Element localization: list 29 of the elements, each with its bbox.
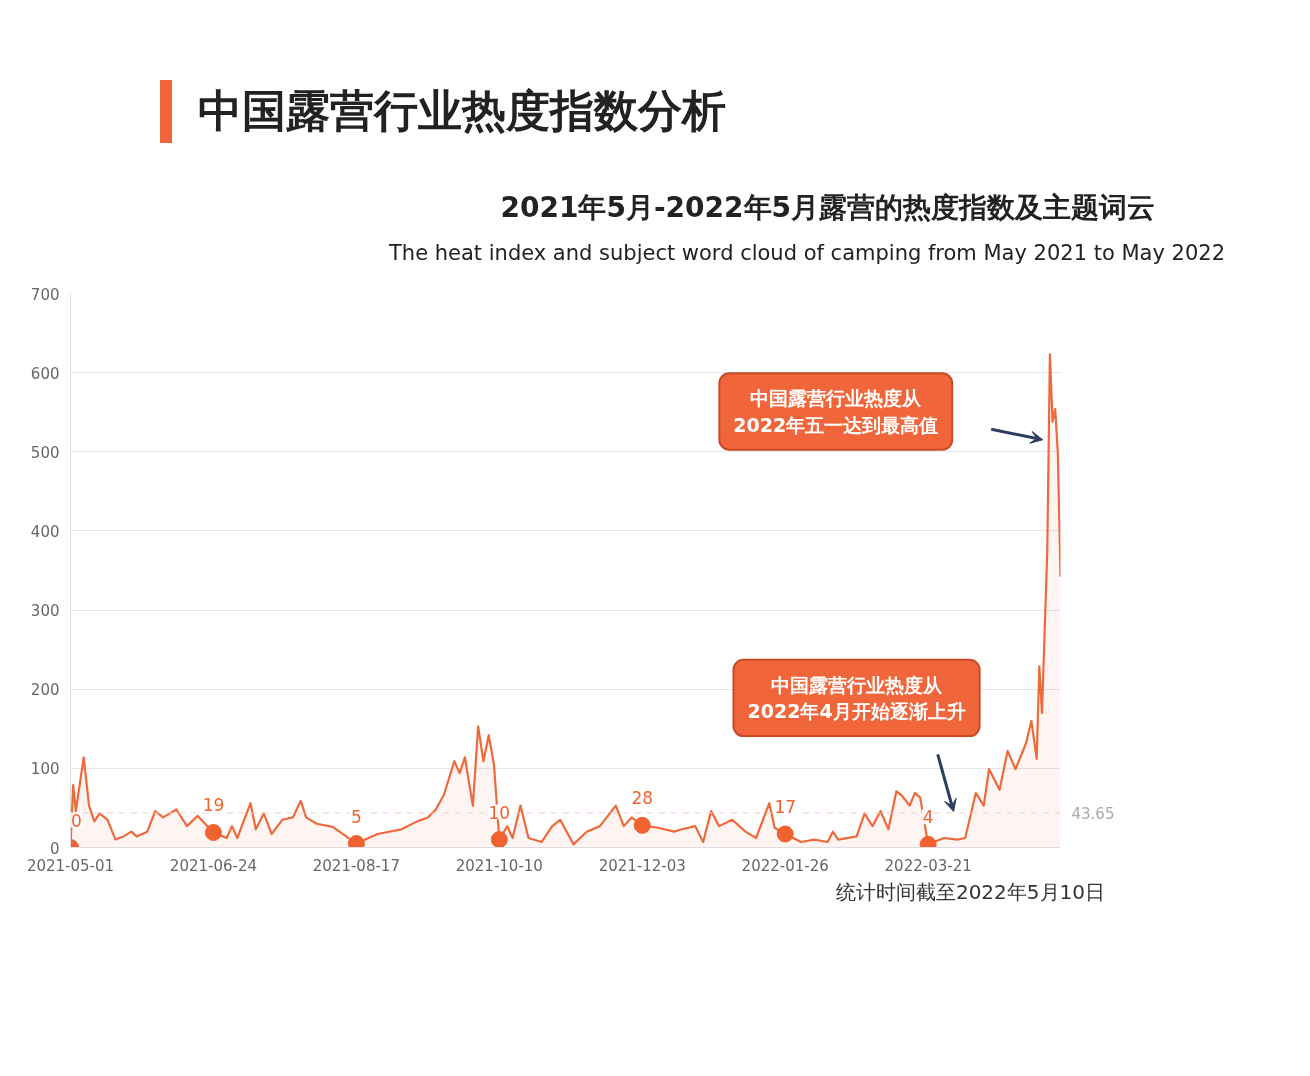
y-tick-label: 700: [30, 285, 60, 304]
y-tick-label: 600: [30, 364, 60, 383]
data-label: 4: [922, 807, 934, 828]
x-tick-label: 2021-10-10: [455, 856, 543, 875]
annotation: 中国露营行业热度从 2022年4月开始逐渐上升: [747, 673, 966, 722]
x-tick-label: 2021-06-24: [169, 856, 258, 875]
data-label: 10: [488, 802, 511, 823]
y-tick-label: 500: [30, 443, 60, 462]
data-label: 17: [774, 796, 797, 817]
x-tick-label: 2022-03-21: [884, 856, 972, 875]
annotation: 中国露营行业热度从 2022年五一达到最高值: [733, 387, 939, 436]
chart-title: 中国露营行业热度指数分析: [198, 84, 726, 138]
data-label: 28: [631, 788, 654, 809]
x-tick-label: 2021-05-01: [26, 856, 115, 875]
x-tick-label: 2021-12-03: [598, 856, 686, 875]
data-label: 0: [71, 810, 82, 831]
x-tick-label: 2021-08-17: [312, 856, 400, 875]
x-tick-label: 2022-01-26: [741, 856, 829, 875]
y-tick-label: 100: [30, 760, 60, 779]
y-tick-label: 0: [49, 839, 60, 858]
text: 统计时间截至2022年5月10日: [835, 878, 1105, 906]
text: The heat index and subject word cloud of camping from May 2021 to May 2022: [389, 239, 1225, 267]
data-label: 19: [202, 795, 225, 816]
y-tick-label: 400: [30, 522, 60, 541]
ref-line-label: 43.65: [1071, 804, 1115, 823]
y-tick-label: 300: [30, 601, 60, 620]
chart-subtitle: 2021年5月-2022年5月露营的热度指数及主题词云: [500, 189, 1155, 226]
data-label: 5: [350, 806, 362, 827]
y-tick-label: 200: [30, 681, 60, 700]
